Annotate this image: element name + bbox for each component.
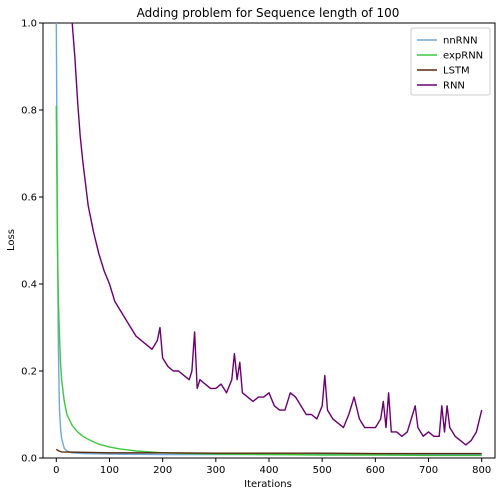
- legend-box: [410, 27, 491, 96]
- legend-label-nnrnn: nnRNN: [443, 36, 478, 47]
- y-tick-label: 0.6: [21, 193, 37, 204]
- x-tick-label: 700: [419, 465, 438, 476]
- legend-label-exprnn: expRNN: [443, 51, 483, 62]
- series-line-lstm: [55, 448, 482, 455]
- x-tick-label: 100: [100, 465, 119, 476]
- series-lines: [55, 22, 483, 457]
- y-axis-ticks: 0.0 0.2 0.4 0.6 0.8 1.0: [21, 19, 43, 465]
- y-axis-label: Loss: [6, 229, 17, 251]
- y-tick-label: 0.4: [21, 280, 37, 291]
- x-tick-label: 800: [472, 465, 491, 476]
- x-tick-label: 600: [366, 465, 385, 476]
- legend-label-lstm: LSTM: [443, 66, 470, 77]
- legend: nnRNN expRNN LSTM RNN: [410, 27, 491, 96]
- y-tick-label: 0.8: [21, 106, 37, 117]
- x-tick-label: 200: [153, 465, 172, 476]
- x-tick-label: 500: [313, 465, 332, 476]
- series-line-exprnn: [55, 105, 482, 457]
- chart-title: Adding problem for Sequence length of 10…: [137, 6, 400, 20]
- x-axis-label: Iterations: [244, 479, 292, 490]
- x-tick-label: 300: [206, 465, 225, 476]
- series-line-rnn: [71, 22, 483, 446]
- x-tick-label: 0: [53, 465, 59, 476]
- x-tick-label: 400: [259, 465, 278, 476]
- y-tick-label: 0.0: [21, 454, 37, 465]
- legend-label-rnn: RNN: [443, 81, 465, 92]
- y-tick-label: 0.2: [21, 367, 37, 378]
- y-tick-label: 1.0: [21, 19, 37, 30]
- x-axis-ticks: 0 100 200 300 400 500 600 700 800: [53, 458, 491, 476]
